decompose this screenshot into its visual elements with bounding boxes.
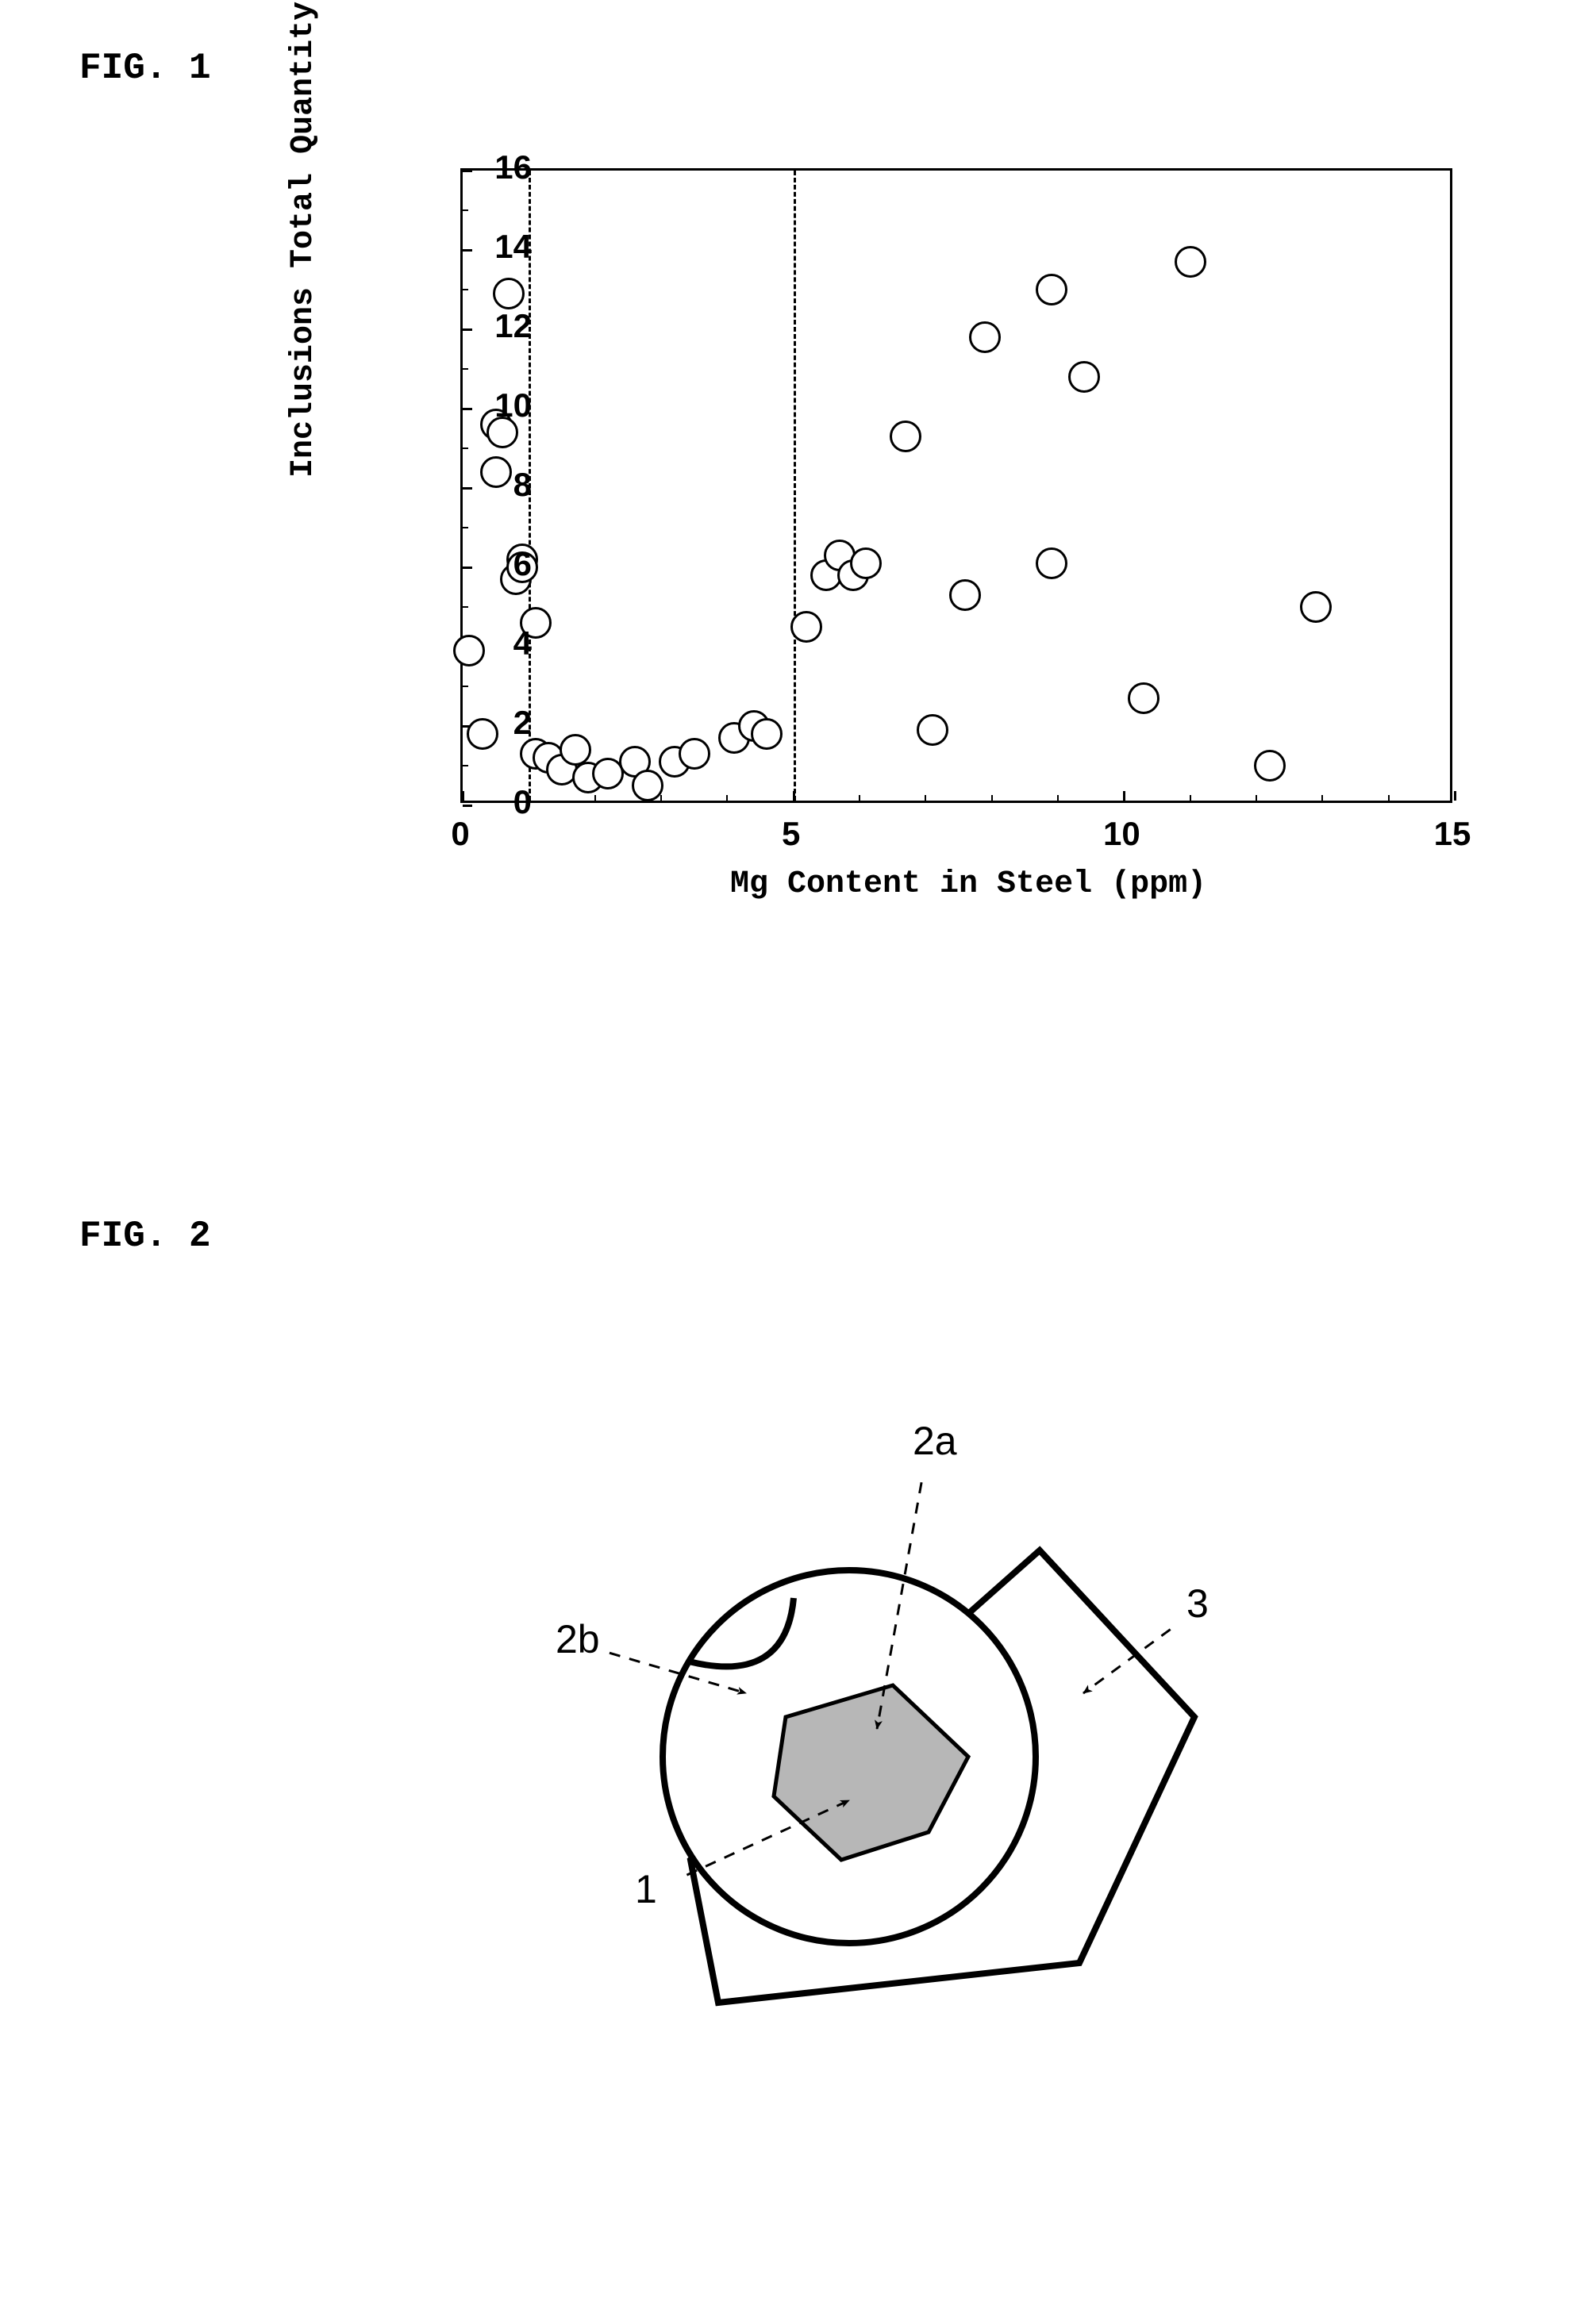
- fig1-ytick: [463, 567, 472, 569]
- fig1-ytick-label: 0: [513, 783, 532, 821]
- fig2-leader-3: [1083, 1630, 1171, 1693]
- fig1-data-point: [969, 321, 1001, 353]
- fig1-xtick: [462, 791, 464, 801]
- fig2-container: 1 2a 2b 3: [421, 1304, 1373, 2058]
- fig1-data-point: [1036, 547, 1067, 579]
- fig1-ytick-minor: [463, 209, 468, 211]
- fig1-ytick-label: 10: [494, 386, 532, 424]
- fig2-diagram: [421, 1304, 1373, 2058]
- fig1-data-point: [632, 770, 663, 801]
- fig1-vline: [794, 171, 796, 801]
- fig1-ytick: [463, 805, 472, 807]
- fig1-data-point: [1128, 682, 1160, 714]
- fig1-data-point: [480, 456, 512, 488]
- fig1-data-point: [453, 635, 485, 666]
- fig1-data-point: [917, 714, 948, 746]
- fig1-xtick-minor: [594, 795, 596, 801]
- fig1-data-point: [1300, 591, 1332, 623]
- fig1-ytick-minor: [463, 448, 468, 449]
- fig2-annot-1: 1: [635, 1866, 657, 1912]
- fig1-ytick: [463, 170, 472, 172]
- fig1-ytick-label: 4: [513, 624, 532, 663]
- fig1-xtick-minor: [1057, 795, 1059, 801]
- fig1-ytick-minor: [463, 527, 468, 528]
- fig1-xlabel: Mg Content in Steel (ppm): [730, 866, 1206, 902]
- fig1-ytick-minor: [463, 765, 468, 766]
- fig1-ytick-label: 2: [513, 704, 532, 742]
- fig1-xtick-label: 5: [782, 815, 800, 853]
- fig1-data-point: [890, 421, 921, 452]
- fig1-data-point: [1036, 274, 1067, 305]
- fig1-xtick: [1454, 791, 1456, 801]
- fig2-annot-3: 3: [1186, 1581, 1209, 1627]
- fig1-ytick: [463, 328, 472, 331]
- fig1-ytick-label: 16: [494, 148, 532, 186]
- fig1-xtick-minor: [660, 795, 662, 801]
- fig1-ytick-label: 14: [494, 228, 532, 266]
- fig1-xtick-label: 10: [1103, 815, 1140, 853]
- fig1-ytick: [463, 487, 472, 490]
- fig1-xtick-label: 0: [451, 815, 469, 853]
- fig1-ytick-label: 12: [494, 307, 532, 345]
- fig1-xtick-minor: [859, 795, 860, 801]
- fig2-label: FIG. 2: [79, 1216, 1533, 1257]
- fig1-data-point: [949, 579, 981, 611]
- fig1-container: Inclusions Total Quantity Index (-) Mg C…: [302, 136, 1571, 1009]
- fig1-xtick: [1123, 791, 1125, 801]
- fig1-ytick: [463, 408, 472, 410]
- fig1-data-point: [679, 738, 710, 770]
- fig1-xtick-minor: [925, 795, 926, 801]
- fig1-ytick-minor: [463, 368, 468, 370]
- fig2-annot-2b: 2b: [556, 1616, 600, 1662]
- fig1-ytick-label: 6: [513, 545, 532, 583]
- fig1-ytick-minor: [463, 606, 468, 608]
- fig1-xtick-minor: [1321, 795, 1323, 801]
- fig1-ytick-minor: [463, 289, 468, 290]
- fig1-xtick-minor: [1256, 795, 1257, 801]
- fig1-xtick-label: 15: [1434, 815, 1471, 853]
- fig1-data-point: [850, 547, 882, 579]
- fig1-data-point: [1175, 246, 1206, 278]
- fig1-xtick-minor: [1388, 795, 1390, 801]
- fig1-data-point: [493, 278, 525, 309]
- fig1-data-point: [790, 611, 822, 643]
- fig1-ylabel: Inclusions Total Quantity Index (-): [286, 0, 321, 478]
- fig1-data-point: [560, 734, 591, 766]
- fig1-ytick-minor: [463, 686, 468, 687]
- fig1-xtick-minor: [726, 795, 728, 801]
- fig1-data-point: [1068, 361, 1100, 393]
- fig1-data-point: [467, 718, 498, 750]
- fig1-xtick-minor: [1190, 795, 1191, 801]
- fig2-annot-2a: 2a: [913, 1418, 957, 1464]
- fig1-ytick: [463, 249, 472, 252]
- fig1-data-point: [751, 718, 783, 750]
- fig1-ytick-label: 8: [513, 466, 532, 504]
- fig1-plot-area: [460, 168, 1452, 803]
- fig1-data-point: [1254, 750, 1286, 782]
- fig1-xtick-minor: [991, 795, 993, 801]
